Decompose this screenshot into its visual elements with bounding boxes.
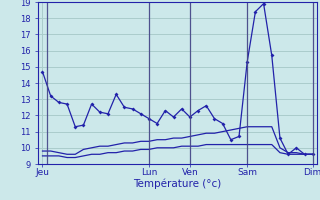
X-axis label: Température (°c): Température (°c) <box>133 179 222 189</box>
